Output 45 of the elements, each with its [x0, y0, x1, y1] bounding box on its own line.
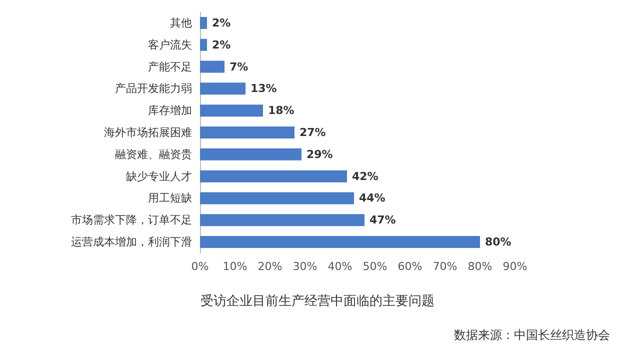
y-tick-label: 产品开发能力弱 [115, 82, 192, 96]
y-tick-label: 客户流失 [148, 38, 192, 52]
data-label: 18% [268, 104, 294, 118]
x-tick-label: 0% [191, 260, 209, 273]
data-label: 2% [212, 38, 231, 52]
y-tick-label: 融资难、融资贵 [115, 148, 192, 161]
x-tick-label: 60% [398, 260, 422, 273]
data-label: 80% [485, 236, 512, 249]
y-tick-label: 运营成本增加，利润下滑 [71, 236, 192, 249]
y-tick-label: 缺少专业人才 [126, 170, 192, 183]
y-tick-label: 市场需求下降，订单不足 [71, 214, 192, 227]
bar [200, 38, 207, 51]
x-tick-label: 80% [468, 260, 492, 273]
text: 受访企业目前生产经营中面临的主要问题 [200, 293, 434, 309]
y-tick-label: 其他 [170, 16, 192, 30]
bar [200, 60, 224, 73]
bar [200, 82, 246, 95]
data-label: 13% [250, 82, 277, 96]
data-label: 42% [352, 170, 378, 183]
bar [200, 126, 294, 138]
bar [200, 16, 207, 29]
bar [200, 104, 263, 117]
bar [200, 148, 302, 160]
x-tick-label: 50% [362, 260, 388, 273]
data-label: 47% [370, 214, 396, 227]
data-label: 44% [359, 192, 386, 205]
bar [200, 192, 354, 204]
x-tick-label: 90% [502, 260, 528, 273]
data-label: 29% [306, 148, 333, 161]
bar [200, 236, 480, 248]
x-tick-label: 40% [328, 260, 352, 273]
x-tick-label: 20% [258, 260, 282, 273]
y-tick-label: 库存增加 [148, 104, 192, 118]
bar [200, 214, 364, 226]
x-tick-label: 30% [292, 260, 318, 273]
y-tick-label: 海外市场拓展困难 [104, 126, 192, 139]
y-tick-label: 产能不足 [148, 60, 192, 74]
x-tick-label: 10% [222, 260, 248, 273]
data-label: 27% [300, 126, 326, 139]
x-tick-label: 70% [432, 260, 458, 273]
source-note: 数据来源：中国长丝织造协会 [454, 328, 610, 342]
bar [200, 170, 347, 182]
y-tick-label: 用工短缺 [148, 192, 192, 205]
data-label: 7% [230, 60, 248, 74]
data-label: 2% [212, 16, 231, 30]
